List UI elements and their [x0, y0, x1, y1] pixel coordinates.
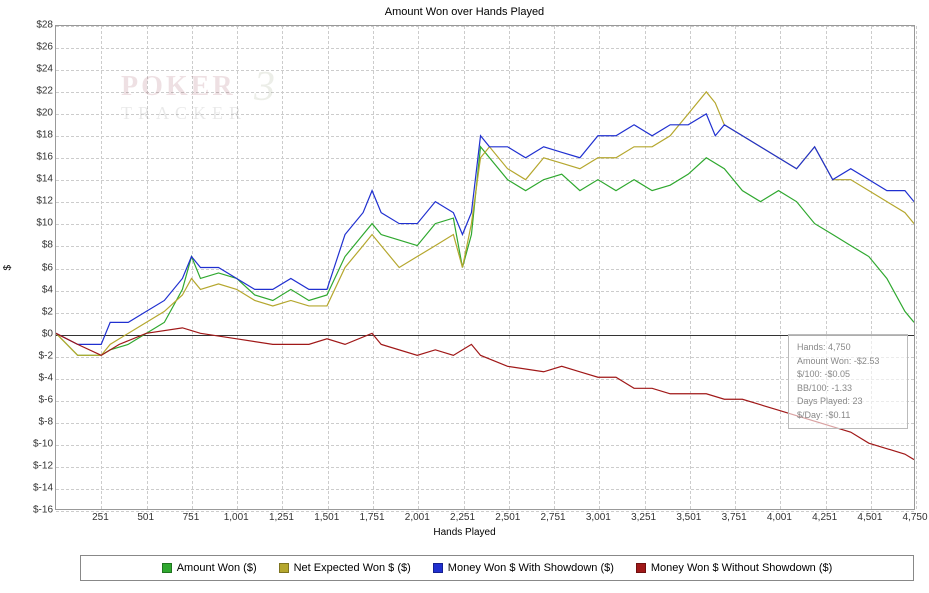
- y-tick-label: $-6: [13, 394, 53, 405]
- legend-item-amount-won: Amount Won ($): [162, 562, 257, 574]
- y-tick-label: $2: [13, 306, 53, 317]
- y-tick-label: $12: [13, 196, 53, 207]
- x-tick-label: 1,501: [314, 512, 339, 523]
- y-tick-label: $22: [13, 86, 53, 97]
- series-line: [56, 328, 914, 460]
- tt-pd-val: -$0.11: [826, 410, 851, 420]
- y-tick-label: $-10: [13, 438, 53, 449]
- y-tick-label: $20: [13, 108, 53, 119]
- legend-label: Money Won $ With Showdown ($): [448, 562, 614, 574]
- legend-swatch: [162, 563, 172, 573]
- x-tick-label: 3,251: [631, 512, 656, 523]
- y-axis-label: $: [3, 265, 14, 271]
- series-line: [56, 114, 914, 345]
- x-tick-label: 4,001: [767, 512, 792, 523]
- tt-aw-lbl: Amount Won:: [797, 356, 851, 366]
- y-tick-label: $-16: [13, 505, 53, 516]
- y-tick-label: $10: [13, 218, 53, 229]
- x-tick-label: 2,001: [405, 512, 430, 523]
- x-tick-label: 3,501: [676, 512, 701, 523]
- x-tick-label: 251: [92, 512, 109, 523]
- tt-hands-lbl: Hands:: [797, 342, 826, 352]
- x-tick-label: 1,001: [224, 512, 249, 523]
- stats-tooltip: Hands: 4,750 Amount Won: -$2.53 $/100: -…: [788, 334, 908, 429]
- tt-days-lbl: Days Played:: [797, 396, 850, 406]
- series-line: [56, 147, 914, 356]
- y-tick-label: $8: [13, 240, 53, 251]
- x-axis-label: Hands Played: [433, 527, 495, 538]
- tt-p100-val: -$0.05: [825, 369, 851, 379]
- tt-bb-lbl: BB/100:: [797, 383, 829, 393]
- tt-aw-val: -$2.53: [854, 356, 880, 366]
- legend-swatch: [433, 563, 443, 573]
- y-tick-label: $18: [13, 130, 53, 141]
- legend-item-without-showdown: Money Won $ Without Showdown ($): [636, 562, 832, 574]
- x-tick-label: 2,251: [450, 512, 475, 523]
- y-tick-label: $24: [13, 64, 53, 75]
- legend-swatch: [279, 563, 289, 573]
- y-tick-label: $-8: [13, 416, 53, 427]
- x-tick-label: 501: [137, 512, 154, 523]
- x-tick-label: 4,501: [857, 512, 882, 523]
- tt-pd-lbl: $/Day:: [797, 410, 823, 420]
- y-tick-label: $6: [13, 262, 53, 273]
- legend: Amount Won ($) Net Expected Won $ ($) Mo…: [80, 555, 914, 581]
- x-tick-label: 4,251: [812, 512, 837, 523]
- legend-item-with-showdown: Money Won $ With Showdown ($): [433, 562, 614, 574]
- x-tick-label: 3,751: [722, 512, 747, 523]
- y-tick-label: $28: [13, 20, 53, 31]
- legend-item-net-expected: Net Expected Won $ ($): [279, 562, 411, 574]
- y-tick-label: $-14: [13, 482, 53, 493]
- y-tick-label: $0: [13, 328, 53, 339]
- legend-swatch: [636, 563, 646, 573]
- series-line: [56, 92, 914, 356]
- chart-title: Amount Won over Hands Played: [0, 0, 929, 18]
- y-tick-label: $4: [13, 284, 53, 295]
- x-tick-label: 1,751: [360, 512, 385, 523]
- legend-label: Money Won $ Without Showdown ($): [651, 562, 832, 574]
- x-tick-label: 1,251: [269, 512, 294, 523]
- legend-label: Net Expected Won $ ($): [294, 562, 411, 574]
- x-tick-label: 4,750: [902, 512, 927, 523]
- y-tick-label: $-4: [13, 372, 53, 383]
- y-tick-label: $-2: [13, 350, 53, 361]
- y-tick-label: $26: [13, 42, 53, 53]
- x-tick-label: 751: [183, 512, 200, 523]
- x-tick-label: 2,501: [495, 512, 520, 523]
- tt-bb-val: -1.33: [832, 383, 853, 393]
- y-tick-label: $14: [13, 174, 53, 185]
- tt-hands-val: 4,750: [828, 342, 851, 352]
- x-tick-label: 2,751: [541, 512, 566, 523]
- tt-days-val: 23: [853, 396, 863, 406]
- y-tick-label: $16: [13, 152, 53, 163]
- y-tick-label: $-12: [13, 460, 53, 471]
- chart-plot-area: POKER 3 TRACKER Hands: 4,750 Amount Won:…: [55, 25, 915, 510]
- x-tick-label: 3,001: [586, 512, 611, 523]
- legend-label: Amount Won ($): [177, 562, 257, 574]
- tt-p100-lbl: $/100:: [797, 369, 822, 379]
